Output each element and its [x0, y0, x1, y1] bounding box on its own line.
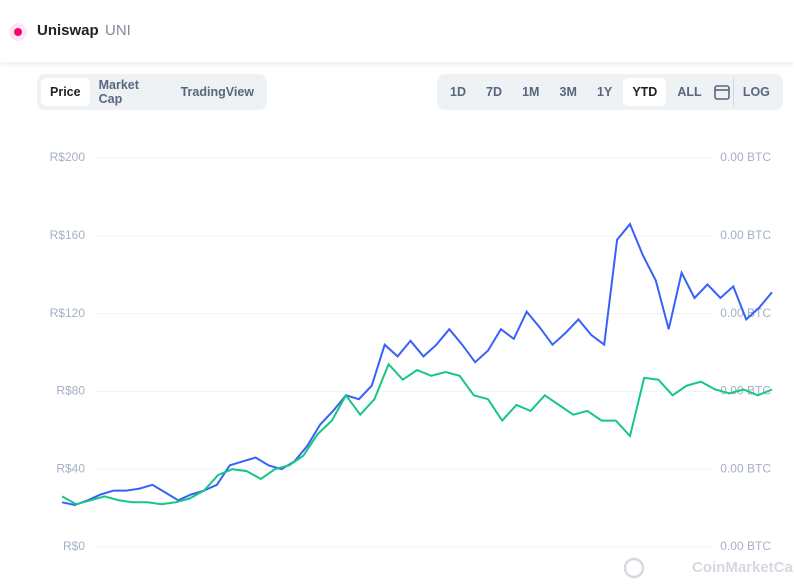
- log-button[interactable]: LOG: [732, 78, 779, 106]
- tab[interactable]: Price: [41, 78, 90, 106]
- y-tick-label: R$0: [63, 539, 85, 553]
- y2-tick-label: 0.00 BTC: [720, 539, 771, 553]
- y2-tick-label: 0.00 BTC: [720, 150, 771, 164]
- calendar-icon[interactable]: [713, 83, 731, 101]
- tab-group: Price Market Cap TradingView: [37, 74, 267, 110]
- y2-tick-label: 0.00 BTC: [720, 228, 771, 242]
- y2-tick-label: 0.00 BTC: [720, 306, 771, 320]
- range-group: 1D 7D 1M 3M 1Y YTD ALL LOG: [437, 74, 783, 110]
- tab[interactable]: Market Cap: [98, 78, 139, 106]
- range-button[interactable]: 1M: [522, 85, 540, 99]
- range-button[interactable]: 3M: [559, 85, 577, 99]
- range-button[interactable]: 1D: [450, 85, 466, 99]
- uni-logo: [9, 23, 27, 41]
- y-tick-label: R$160: [50, 228, 86, 242]
- y2-tick-label: 0.00 BTC: [720, 461, 771, 475]
- y-tick-label: R$40: [56, 461, 85, 475]
- watermark: CoinMarketCap: [692, 559, 794, 576]
- watermark-logo: [623, 557, 645, 579]
- coin-symbol: UNI: [105, 22, 131, 39]
- tab[interactable]: TradingView: [180, 85, 254, 99]
- range-button[interactable]: 1Y: [596, 85, 613, 99]
- y2-tick-label: 0.00 BTC: [720, 384, 771, 398]
- range-button[interactable]: 7D: [486, 85, 503, 99]
- header: Uniswap UNI: [0, 0, 794, 62]
- range-button[interactable]: ALL: [677, 85, 702, 99]
- range-button[interactable]: YTD: [623, 78, 667, 106]
- price-line: [61, 362, 773, 506]
- y-tick-label: R$200: [50, 150, 86, 164]
- y-tick-label: R$120: [50, 306, 86, 320]
- price-line: [61, 222, 773, 507]
- coin-name: Uniswap: [37, 22, 99, 39]
- y-tick-label: R$80: [56, 384, 85, 398]
